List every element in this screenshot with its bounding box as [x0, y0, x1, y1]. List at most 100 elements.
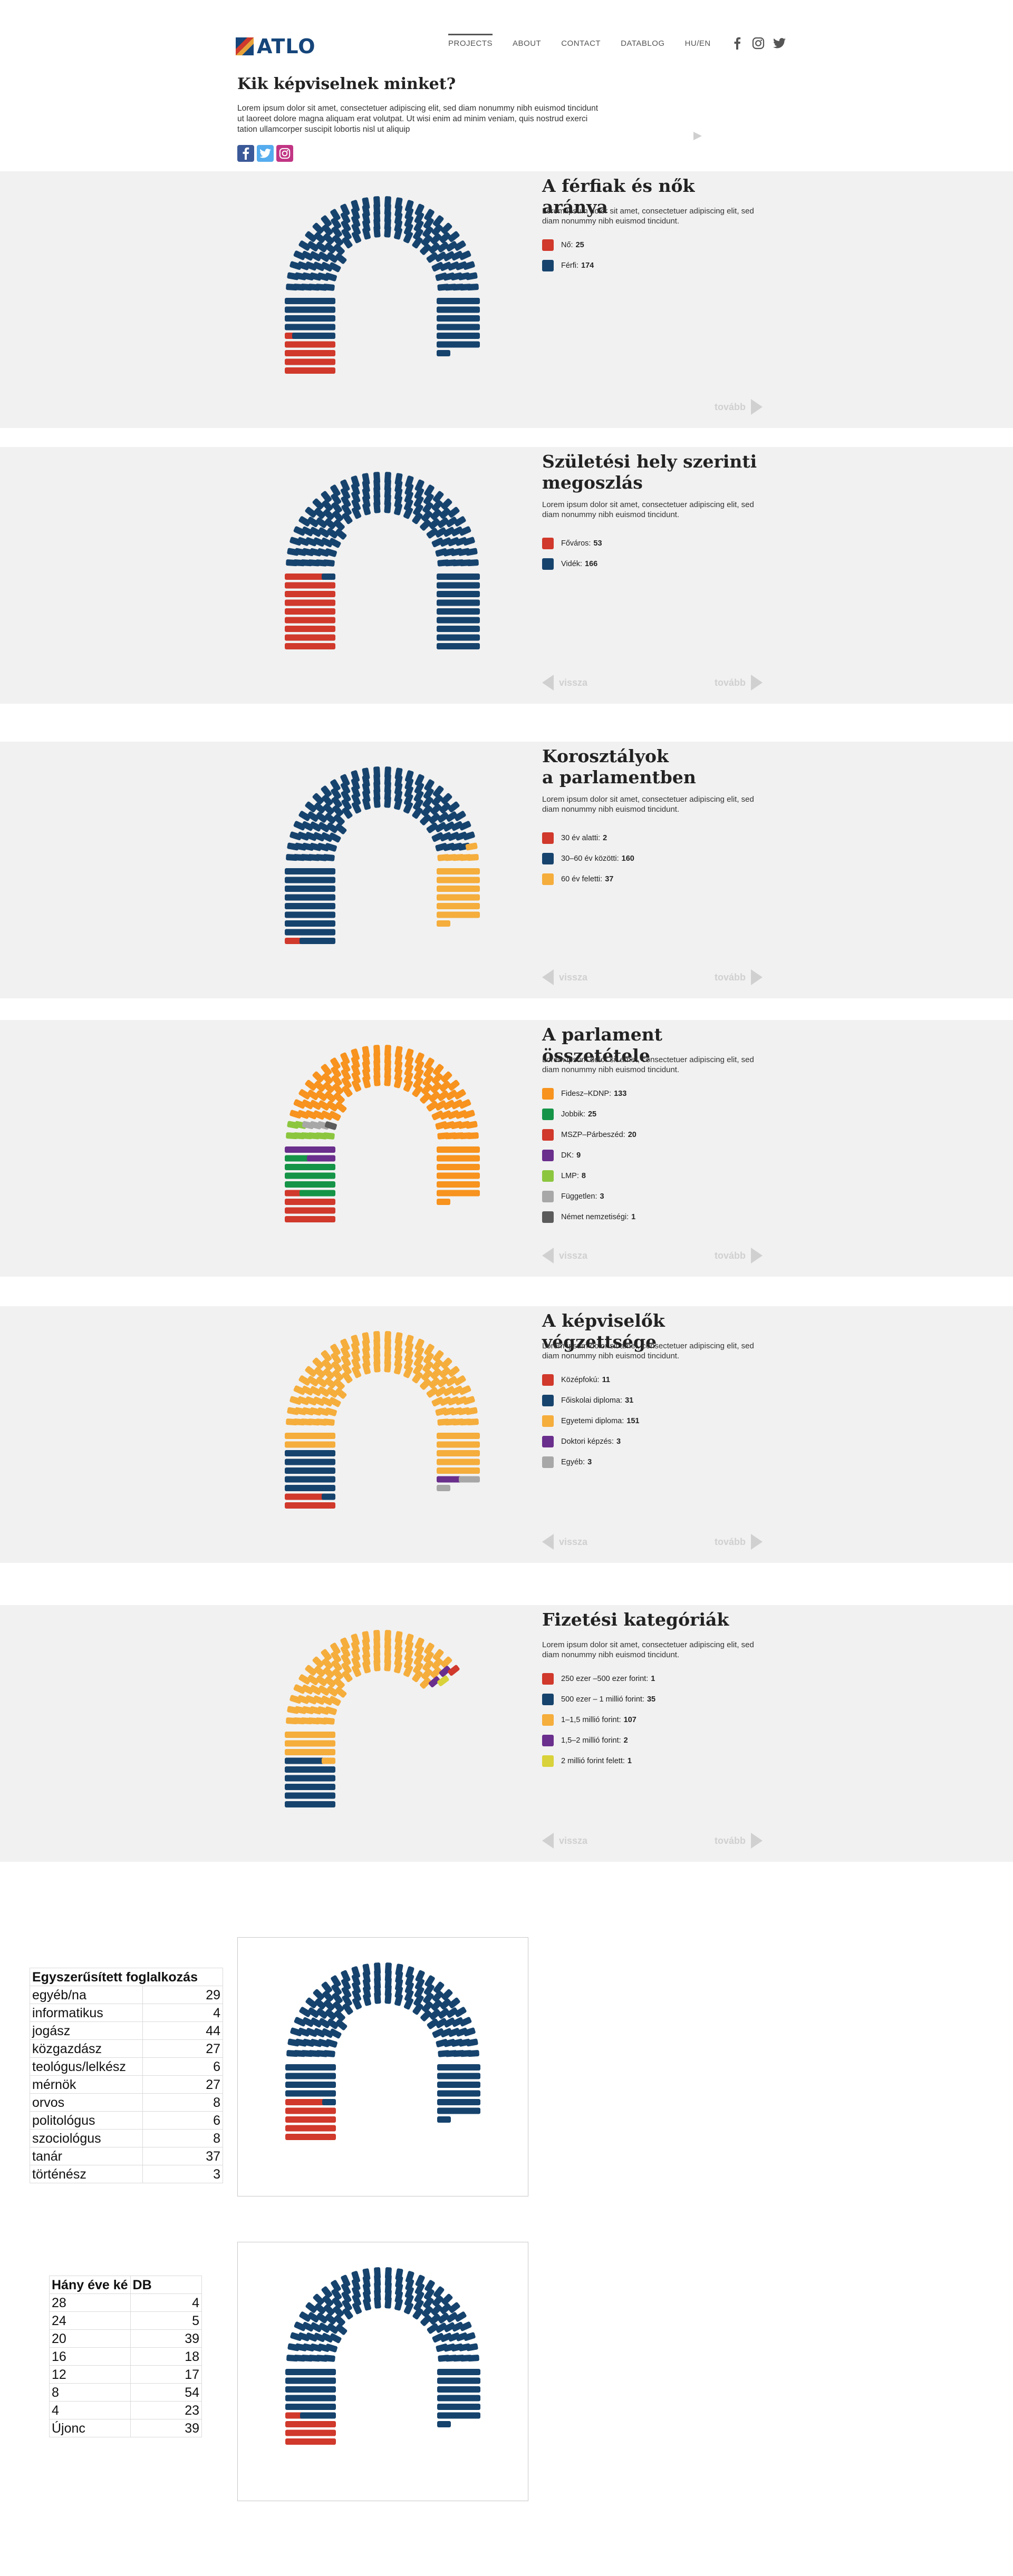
seat-mark: [362, 2268, 371, 2281]
seat-mark: [463, 2027, 476, 2037]
nav-datablog[interactable]: DATABLOG: [621, 38, 665, 48]
seat-mark: [351, 1072, 361, 1084]
facebook-icon[interactable]: [731, 37, 744, 50]
next-button[interactable]: tovább: [715, 1833, 763, 1849]
seat-mark: [437, 517, 449, 528]
legend-swatch: [542, 853, 554, 864]
seat-mark: [324, 813, 336, 824]
seat-mark: [437, 1090, 449, 1101]
seat-mark: [340, 774, 350, 786]
seat-mark: [448, 801, 460, 813]
legend-label: Főiskolai diploma:: [561, 1396, 623, 1405]
seat-mark: [331, 226, 342, 238]
table-cell-value: 5: [130, 2311, 202, 2330]
logo[interactable]: ATLO: [236, 35, 320, 58]
seat-mark: [439, 1367, 451, 1378]
seat-mark: [403, 1080, 413, 1092]
nav-contact[interactable]: CONTACT: [561, 38, 601, 48]
seat-mark: [322, 2429, 336, 2436]
next-button[interactable]: tovább: [715, 1534, 763, 1550]
chart-section: Születési hely szerinti megoszlás Lorem i…: [0, 447, 1013, 704]
seat-mark: [341, 1355, 351, 1367]
seat-mark: [462, 1110, 475, 1119]
seat-mark: [420, 244, 431, 255]
seat-mark: [322, 2073, 336, 2079]
seat-mark: [430, 509, 442, 520]
table-cell-value: 18: [130, 2347, 202, 2366]
seat-mark: [322, 2404, 336, 2410]
prev-button[interactable]: vissza: [542, 1248, 587, 1263]
seat-mark: [467, 854, 479, 861]
arrow-left-icon: [542, 1534, 554, 1550]
instagram-icon[interactable]: [752, 37, 765, 50]
seat-mark: [332, 1083, 344, 1095]
parliament-chart: [285, 472, 480, 649]
next-button[interactable]: tovább: [715, 1248, 763, 1263]
legend-item: Doktori képzés: 3: [542, 1436, 639, 1447]
seat-mark: [430, 803, 442, 815]
prev-button[interactable]: vissza: [542, 675, 587, 691]
nav-projects[interactable]: PROJECTS: [448, 33, 493, 53]
facebook-share-icon[interactable]: [237, 145, 254, 162]
seat-mark: [315, 1376, 327, 1387]
seat-mark: [324, 843, 337, 852]
seat-mark: [422, 796, 433, 808]
next-button[interactable]: tovább: [715, 969, 763, 985]
table-row: 24 5: [49, 2311, 202, 2330]
prev-button[interactable]: vissza: [542, 1534, 587, 1550]
seat-mark: [351, 2271, 361, 2283]
seat-mark: [467, 2090, 480, 2097]
seat-mark: [465, 548, 478, 556]
seat-mark: [413, 1076, 423, 1089]
seat-mark: [331, 2280, 341, 2292]
intro-text: Lorem ipsum dolor sit amet, consectetuer…: [237, 104, 599, 134]
seat-mark: [404, 785, 413, 798]
prev-button[interactable]: vissza: [542, 969, 587, 985]
legend-value: 25: [587, 1110, 597, 1119]
seat-mark: [316, 2312, 328, 2324]
legend-item: Főiskolai diploma: 31: [542, 1395, 639, 1406]
table-row: informatikus 4: [30, 2004, 224, 2022]
seat-mark: [431, 537, 444, 548]
next-button[interactable]: tovább: [715, 675, 763, 691]
legend-swatch: [542, 1374, 554, 1386]
seat-mark: [466, 634, 480, 641]
nav-about[interactable]: ABOUT: [513, 38, 542, 48]
table-title: Egyszerűsített foglalkozás: [30, 1968, 223, 1986]
seat-mark: [466, 868, 480, 874]
seat-mark: [431, 1396, 444, 1407]
seat-mark: [322, 929, 335, 936]
prev-button[interactable]: vissza: [542, 1833, 587, 1849]
play-arrow-icon[interactable]: [692, 131, 703, 141]
seat-mark: [305, 537, 317, 547]
seat-mark: [331, 788, 342, 800]
table-row: politológus 6: [30, 2111, 224, 2130]
seat-mark: [423, 2288, 435, 2300]
seat-mark: [307, 1090, 319, 1101]
table-cell-label: közgazdász: [30, 2039, 143, 2058]
table-row: tanár 37: [30, 2147, 224, 2165]
seat-mark: [440, 2332, 452, 2342]
seat-mark: [322, 911, 335, 918]
seat-mark: [322, 1990, 334, 2003]
seat-mark: [467, 2073, 480, 2079]
twitter-share-icon[interactable]: [257, 145, 274, 162]
twitter-icon[interactable]: [773, 37, 786, 50]
instagram-share-icon[interactable]: [276, 145, 293, 162]
seat-mark: [340, 211, 351, 224]
seat-mark: [310, 821, 322, 832]
seat-mark: [335, 252, 347, 264]
seat-mark: [321, 1695, 333, 1706]
seat-mark: [413, 790, 424, 803]
seat-mark: [335, 823, 347, 834]
seat-mark: [414, 203, 425, 216]
seat-mark: [305, 2028, 318, 2037]
next-button[interactable]: tovább: [715, 399, 763, 415]
seat-mark: [431, 224, 443, 236]
seat-mark: [414, 1060, 425, 1073]
seat-mark: [341, 1076, 352, 1089]
seat-mark: [467, 2395, 480, 2402]
seat-mark: [467, 2064, 480, 2070]
nav-language[interactable]: HU/EN: [684, 38, 711, 48]
seat-mark: [433, 2286, 445, 2298]
